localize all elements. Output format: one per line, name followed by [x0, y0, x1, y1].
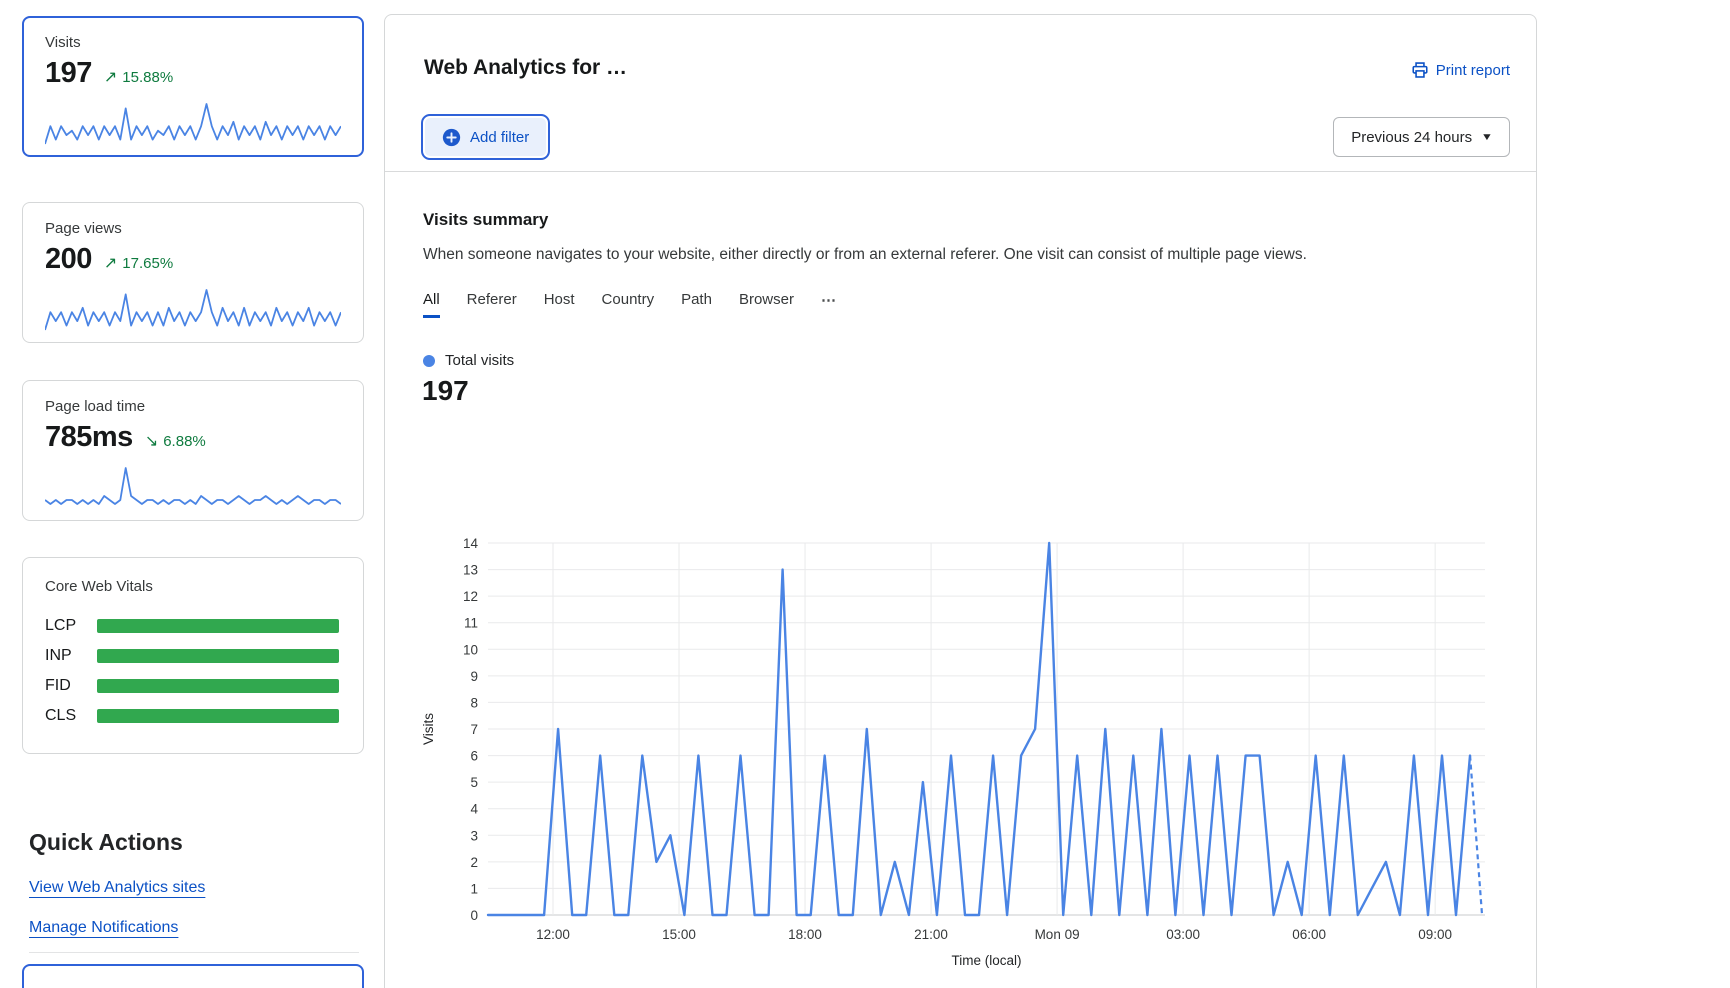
- svg-text:3: 3: [470, 828, 478, 843]
- metric-card-page-views[interactable]: Page views 200 ↗ 17.65%: [22, 202, 364, 343]
- visits-chart: 0 1 2 3 4 5 6 7 8 9 10 11 12 13 14 12:00 15:00 18:00 21:00…: [393, 473, 1523, 978]
- metric-sparkline: [45, 289, 341, 331]
- metric-value: 200: [45, 243, 92, 275]
- tab-path[interactable]: Path: [681, 291, 712, 308]
- metric-label: Page load time: [45, 398, 146, 415]
- svg-text:1: 1: [470, 881, 478, 896]
- core-web-vitals-title: Core Web Vitals: [45, 578, 153, 595]
- vital-label: INP: [45, 647, 72, 664]
- svg-text:12:00: 12:00: [536, 927, 570, 942]
- print-report-label: Print report: [1435, 61, 1510, 79]
- svg-text:Mon 09: Mon 09: [1035, 927, 1080, 942]
- svg-text:03:00: 03:00: [1166, 927, 1200, 942]
- svg-text:15:00: 15:00: [662, 927, 696, 942]
- vital-bar: [97, 619, 339, 633]
- svg-text:12: 12: [463, 589, 478, 604]
- web-analytics-panel: Web Analytics for … Print report Add fil…: [384, 14, 1537, 988]
- vital-bar: [97, 679, 339, 693]
- vital-row-lcp: LCP: [45, 611, 341, 641]
- tab-host[interactable]: Host: [543, 291, 575, 308]
- metric-value-row: 200 ↗ 17.65%: [45, 243, 341, 276]
- vital-label: LCP: [45, 617, 77, 634]
- metric-trend: ↗ 15.88%: [104, 67, 173, 87]
- metrics-sidebar: Visits 197 ↗ 15.88% Page views 200 ↗ 17.65% Page…: [22, 0, 364, 988]
- vital-label: CLS: [45, 707, 77, 724]
- add-filter-label: Add filter: [470, 128, 530, 146]
- chevron-down-icon: ▼: [1480, 131, 1494, 143]
- vital-label: FID: [45, 677, 71, 694]
- svg-text:14: 14: [463, 536, 479, 551]
- time-range-dropdown[interactable]: Previous 24 hours ▼: [1333, 117, 1510, 157]
- trend-percent: 15.88%: [122, 69, 174, 86]
- svg-text:21:00: 21:00: [914, 927, 948, 942]
- sidebar-divider: [29, 952, 359, 953]
- core-web-vitals-rows: LCP INP FID CLS: [45, 611, 341, 731]
- metric-card-visits[interactable]: Visits 197 ↗ 15.88%: [22, 16, 364, 157]
- svg-text:Visits: Visits: [421, 713, 436, 745]
- trend-percent: 17.65%: [122, 255, 174, 272]
- svg-text:4: 4: [470, 802, 478, 817]
- printer-icon: [1411, 61, 1429, 79]
- vital-bar: [97, 649, 339, 663]
- svg-text:11: 11: [464, 616, 478, 631]
- total-visits-value: 197: [422, 375, 469, 406]
- metric-label: Page views: [45, 220, 122, 237]
- svg-text:06:00: 06:00: [1292, 927, 1326, 942]
- tabs-more-icon[interactable]: ⋯: [820, 292, 837, 309]
- tab-browser[interactable]: Browser: [738, 291, 794, 308]
- svg-text:0: 0: [470, 908, 478, 923]
- svg-text:10: 10: [463, 642, 478, 657]
- metric-value: 197: [45, 57, 92, 89]
- legend-label: Total visits: [445, 352, 515, 369]
- vital-row-fid: FID: [45, 671, 341, 701]
- metric-card-page-load-time[interactable]: Page load time 785ms ↘ 6.88%: [22, 380, 364, 521]
- core-web-vitals-card: Core Web Vitals LCP INP FID CLS: [22, 557, 364, 754]
- svg-text:6: 6: [470, 749, 478, 764]
- vital-row-inp: INP: [45, 641, 341, 671]
- svg-text:13: 13: [463, 563, 478, 578]
- visits-summary-title: Visits summary: [423, 210, 549, 229]
- vital-row-cls: CLS: [45, 701, 341, 731]
- svg-text:18:00: 18:00: [788, 927, 822, 942]
- metric-trend: ↗ 17.65%: [104, 253, 173, 273]
- page-title: Web Analytics for …: [424, 56, 628, 79]
- visits-summary-description: When someone navigates to your website, …: [423, 246, 1307, 263]
- print-report-link[interactable]: Print report: [1411, 61, 1510, 79]
- svg-text:9: 9: [470, 669, 478, 684]
- dimension-tabs: All Referer Host Country Path Browser ⋯: [423, 291, 837, 318]
- tab-country[interactable]: Country: [601, 291, 655, 308]
- quick-actions-title: Quick Actions: [29, 829, 183, 855]
- header-divider: [385, 171, 1536, 172]
- manage-notifications-link[interactable]: Manage Notifications: [29, 919, 179, 936]
- sidebar-card-partial[interactable]: [22, 964, 364, 988]
- plus-circle-icon: [442, 128, 461, 147]
- svg-text:8: 8: [470, 695, 478, 710]
- metric-value-row: 197 ↗ 15.88%: [45, 57, 341, 90]
- svg-text:Time (local): Time (local): [951, 953, 1021, 968]
- svg-text:7: 7: [470, 722, 478, 737]
- tab-all[interactable]: All: [423, 291, 440, 318]
- metric-label: Visits: [45, 34, 81, 51]
- svg-text:09:00: 09:00: [1418, 927, 1452, 942]
- svg-text:5: 5: [470, 775, 478, 790]
- metric-trend: ↘ 6.88%: [145, 431, 206, 451]
- trend-percent: 6.88%: [163, 433, 206, 450]
- trend-arrow-icon: ↗: [103, 69, 118, 86]
- trend-arrow-icon: ↗: [103, 255, 118, 272]
- time-range-value: Previous 24 hours: [1351, 128, 1473, 146]
- metric-sparkline: [45, 103, 341, 145]
- legend-dot-icon: [423, 354, 435, 367]
- metric-sparkline: [45, 467, 341, 505]
- tab-referer[interactable]: Referer: [466, 291, 517, 308]
- metric-value: 785ms: [45, 421, 133, 453]
- svg-text:2: 2: [470, 855, 478, 870]
- chart-legend: Total visits: [423, 352, 514, 369]
- add-filter-button[interactable]: Add filter: [421, 114, 551, 160]
- view-web-analytics-sites-link[interactable]: View Web Analytics sites: [29, 879, 206, 896]
- metric-value-row: 785ms ↘ 6.88%: [45, 421, 341, 454]
- vital-bar: [97, 709, 339, 723]
- trend-arrow-icon: ↘: [144, 433, 159, 450]
